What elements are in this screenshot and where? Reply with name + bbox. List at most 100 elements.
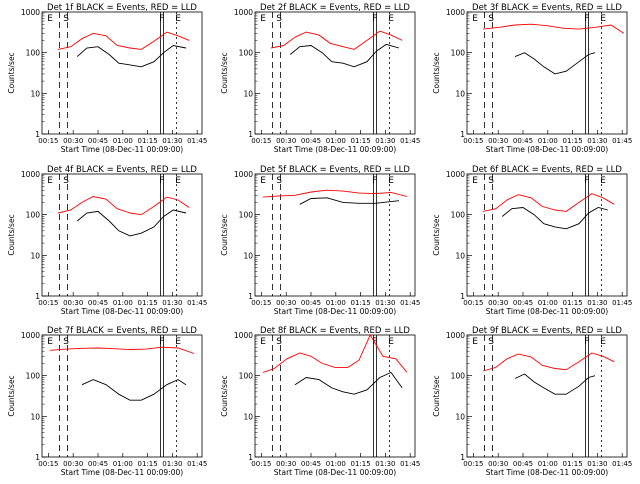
flag-label: E <box>388 14 394 24</box>
x-axis-label: Start Time (08-Dec-11 00:09:00) <box>61 307 183 316</box>
y-tick-label: 10 <box>30 251 40 260</box>
x-tick-label: 01:15 <box>138 460 158 468</box>
x-tick-label: 00:15 <box>251 137 271 145</box>
x-tick-label: 01:45 <box>400 460 420 468</box>
events-series-line <box>501 207 608 230</box>
y-tick-label: 1 <box>460 292 465 301</box>
x-tick-label: 01:00 <box>538 460 558 468</box>
x-tick-label: 01:15 <box>351 137 371 145</box>
lld-series-line <box>49 346 195 354</box>
x-tick-label: 00:45 <box>88 460 108 468</box>
plot-frame <box>41 11 203 135</box>
x-tick-label: 00:45 <box>513 299 533 307</box>
x-tick-label: 00:30 <box>488 299 508 307</box>
x-axis-label: Start Time (08-Dec-11 00:09:00) <box>486 468 608 477</box>
x-tick-label: 01:15 <box>351 460 371 468</box>
plot-frame <box>466 173 628 297</box>
y-tick-label: 10 <box>243 251 253 260</box>
flag-label: S <box>63 337 69 347</box>
x-tick-label: 01:30 <box>587 299 607 307</box>
flag-label: E <box>260 337 266 347</box>
y-tick-label: 100 <box>239 211 254 220</box>
flag-label: E <box>260 14 266 24</box>
x-tick-label: 00:15 <box>38 137 58 145</box>
x-axis-label: Start Time (08-Dec-11 00:09:00) <box>486 145 608 154</box>
y-tick-label: 1000 <box>446 331 465 340</box>
chart-title: Det 4f BLACK = Events, RED = LLD <box>47 165 197 175</box>
y-tick-label: 1000 <box>234 8 253 17</box>
events-series-line <box>81 379 187 401</box>
x-tick-label: 01:15 <box>563 460 583 468</box>
x-tick-label: 00:45 <box>301 299 321 307</box>
flag-label: E <box>472 14 478 24</box>
y-tick-label: 1000 <box>234 170 253 179</box>
flag-label: S <box>276 14 282 24</box>
x-tick-label: 00:30 <box>276 299 296 307</box>
x-axis-label: Start Time (08-Dec-11 00:09:00) <box>486 307 608 316</box>
plot-frame <box>41 173 203 297</box>
x-tick-label: 00:45 <box>301 137 321 145</box>
chart-title: Det 2f BLACK = Events, RED = LLD <box>260 3 410 13</box>
y-tick-label: 10 <box>243 89 253 98</box>
x-axis-label: Start Time (08-Dec-11 00:09:00) <box>274 307 396 316</box>
flag-label: E <box>175 337 181 347</box>
lld-series-line <box>482 23 625 34</box>
y-tick-label: 1 <box>35 292 40 301</box>
flag-label: E <box>600 176 606 186</box>
y-tick-label: 10 <box>455 251 465 260</box>
flag-label: E <box>600 337 606 347</box>
events-series-line <box>289 43 400 68</box>
x-axis-label: Start Time (08-Dec-11 00:09:00) <box>274 145 396 154</box>
x-tick-label: 00:30 <box>488 460 508 468</box>
y-tick-label: 10 <box>30 412 40 421</box>
x-axis-label: Start Time (08-Dec-11 00:09:00) <box>61 145 183 154</box>
y-tick-label: 1 <box>248 292 253 301</box>
x-tick-label: 00:30 <box>276 460 296 468</box>
x-tick-label: 01:00 <box>113 460 133 468</box>
flag-label: E <box>260 176 266 186</box>
y-tick-label: 10 <box>243 412 253 421</box>
x-tick-label: 01:00 <box>326 299 346 307</box>
plot-frame <box>254 11 416 135</box>
lld-series-line <box>270 30 403 50</box>
plot-frame <box>254 334 416 458</box>
y-tick-label: 100 <box>451 49 466 58</box>
x-axis-label: Start Time (08-Dec-11 00:09:00) <box>61 468 183 477</box>
flag-label: E <box>472 337 478 347</box>
plot-frame <box>466 334 628 458</box>
events-series-line <box>514 52 596 75</box>
x-tick-label: 01:15 <box>138 299 158 307</box>
flag-label: F <box>372 14 377 24</box>
x-tick-label: 00:45 <box>513 137 533 145</box>
y-axis-label: Counts/sec <box>220 375 229 416</box>
chart-title: Det 3f BLACK = Events, RED = LLD <box>472 3 622 13</box>
events-series-line <box>299 197 400 205</box>
x-tick-label: 01:15 <box>563 137 583 145</box>
lld-series-line <box>482 193 615 212</box>
x-tick-label: 01:45 <box>187 460 207 468</box>
x-tick-label: 00:30 <box>276 137 296 145</box>
x-tick-label: 00:45 <box>301 460 321 468</box>
x-tick-label: 00:15 <box>463 137 483 145</box>
x-tick-label: 01:30 <box>162 299 182 307</box>
flag-label: S <box>488 14 494 24</box>
x-tick-label: 01:30 <box>587 137 607 145</box>
lld-series-line <box>57 31 190 50</box>
events-series-line <box>76 209 187 237</box>
y-tick-label: 1000 <box>234 331 253 340</box>
flag-label: S <box>63 14 69 24</box>
y-tick-label: 100 <box>451 211 466 220</box>
flag-label: E <box>47 14 53 24</box>
x-axis-label: Start Time (08-Dec-11 00:09:00) <box>274 468 396 477</box>
x-tick-label: 01:15 <box>563 299 583 307</box>
y-tick-label: 1 <box>460 130 465 139</box>
y-tick-label: 1000 <box>446 170 465 179</box>
x-tick-label: 01:15 <box>138 137 158 145</box>
chart-title: Det 8f BLACK = Events, RED = LLD <box>260 326 410 336</box>
x-tick-label: 00:15 <box>38 299 58 307</box>
x-tick-label: 00:15 <box>463 460 483 468</box>
chart-title: Det 9f BLACK = Events, RED = LLD <box>472 326 622 336</box>
y-tick-label: 100 <box>26 49 41 58</box>
y-axis-label: Counts/sec <box>7 214 16 255</box>
flag-label: F <box>584 337 589 347</box>
